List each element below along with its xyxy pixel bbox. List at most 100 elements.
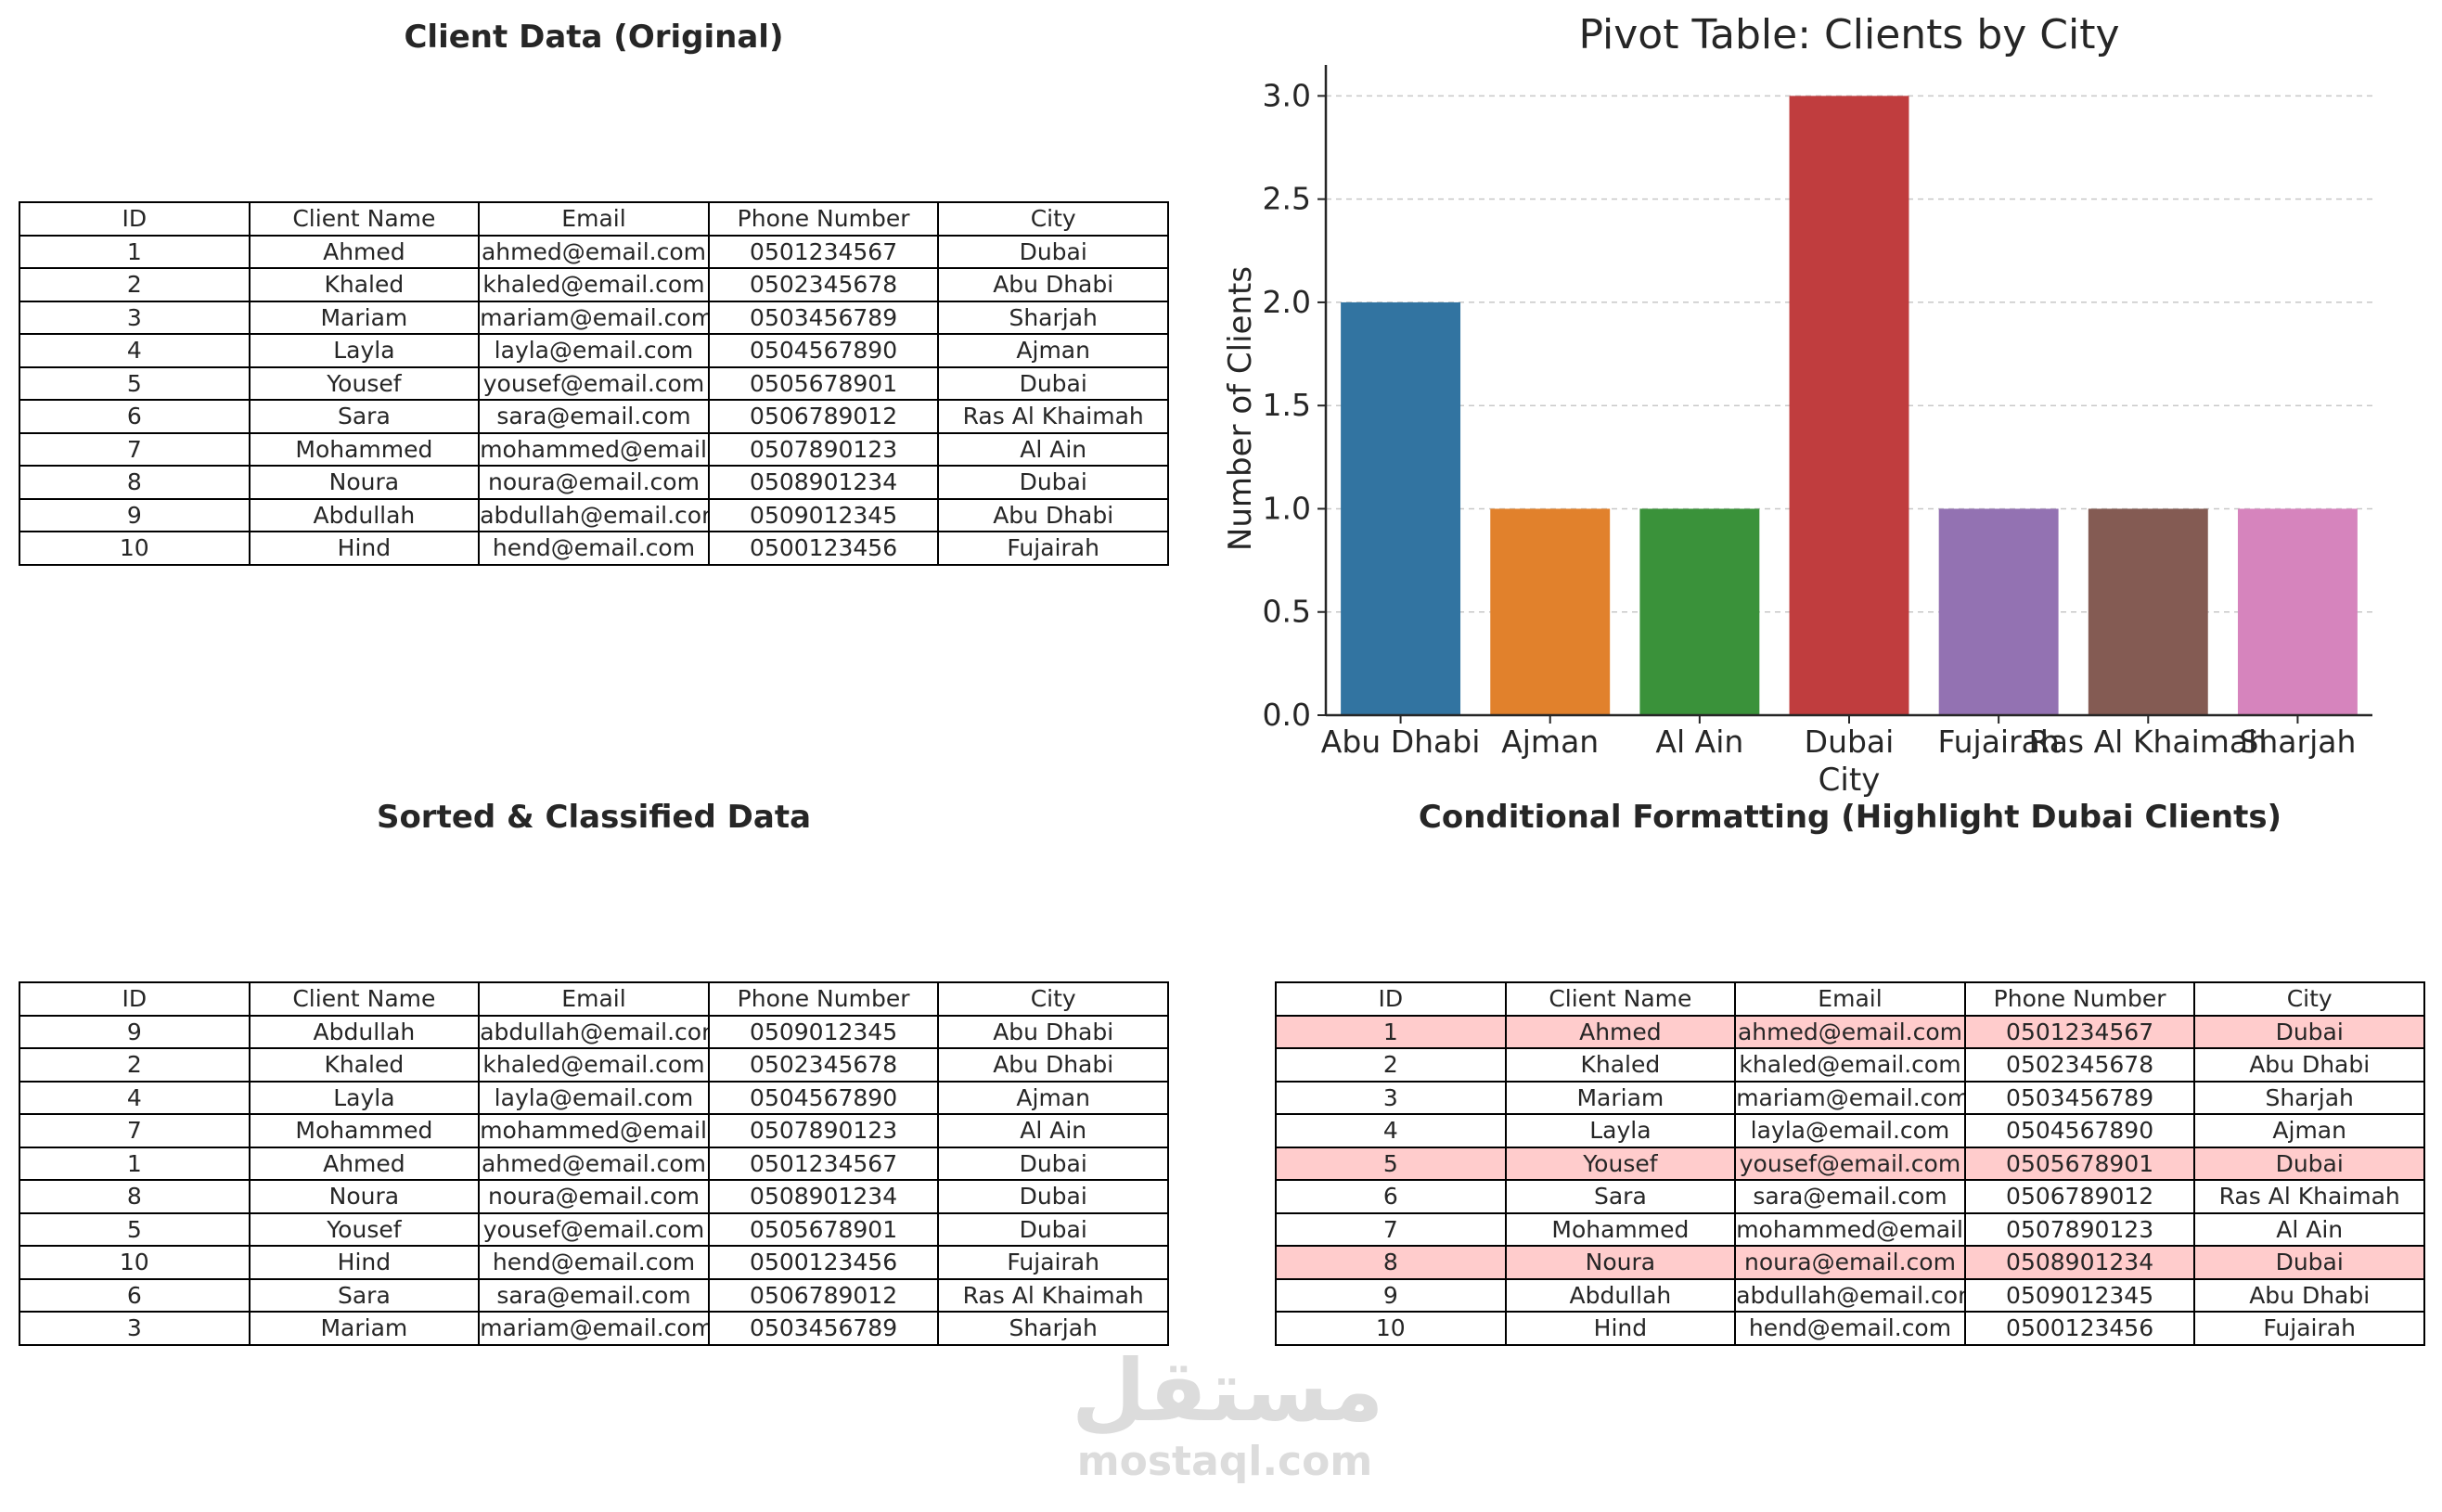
cell-city: Sharjah — [2193, 1080, 2425, 1115]
table-row: 1 Ahmed ahmed@email.com 0501234567 Dubai — [19, 234, 1169, 269]
x-tick-label: Sharjah — [2239, 724, 2356, 760]
x-tick-label: Ajman — [1501, 724, 1599, 760]
cell-email: ahmed@email.com — [478, 1146, 710, 1181]
chart-title: Pivot Table: Clients by City — [1578, 11, 2119, 58]
cell-client-name: Abdullah — [248, 1014, 481, 1049]
cell-id: 7 — [19, 431, 251, 467]
cell-email: noura@email.com — [1734, 1245, 1966, 1280]
column-header-phone: Phone Number — [1963, 981, 2196, 1017]
watermark-logo: مستقل — [1072, 1341, 1384, 1441]
cell-client-name: Khaled — [248, 1047, 481, 1083]
cell-phone: 0502345678 — [707, 1047, 940, 1083]
table-row: 9 Abdullah abdullah@email.com 0509012345 Abu… — [19, 497, 1169, 532]
cell-client-name: Sara — [1504, 1179, 1737, 1214]
cell-id: 4 — [19, 333, 251, 368]
sorted-client-table: ID Client Name Email Phone Number City 9 Abdul… — [19, 981, 1169, 1346]
table-row: 7Mohammedmohammed@email.com0507890123Al … — [19, 431, 1169, 467]
cell-phone: 0503456789 — [707, 300, 940, 335]
cell-phone: 0502345678 — [1963, 1047, 2196, 1083]
column-header-email: Email — [478, 981, 710, 1017]
cell-client-name: Sara — [248, 399, 481, 434]
cell-email: hend@email.com — [1734, 1311, 1966, 1346]
original-table-title: Client Data (Original) — [404, 19, 784, 56]
y-tick-label: 2.5 — [1263, 181, 1311, 217]
table-row: 10 Hind hend@email.com 0500123456 Fujairah — [1275, 1311, 2425, 1346]
original-client-table: ID Client Name Email Phone Number City 1 Ahmed… — [19, 201, 1169, 566]
cell-phone: 0505678901 — [1963, 1146, 2196, 1181]
cell-city: Dubai — [2193, 1146, 2425, 1181]
mostaql-watermark: مستقل mostaql.com — [1072, 1341, 1384, 1486]
cell-email: mariam@email.com — [478, 300, 710, 335]
cell-id: 9 — [19, 497, 251, 532]
cell-email: khaled@email.com — [478, 267, 710, 302]
bar-ras-al-khaimah — [2088, 508, 2208, 715]
cell-id: 4 — [19, 1080, 251, 1115]
cell-client-name: Khaled — [1504, 1047, 1737, 1083]
cell-city: Al Ain — [937, 1113, 1169, 1148]
y-tick-label: 2.0 — [1263, 284, 1311, 320]
cell-email: ahmed@email.com — [1734, 1014, 1966, 1049]
table-row: 10 Hind hend@email.com 0500123456 Fujairah — [19, 531, 1169, 566]
cell-city: Dubai — [937, 1146, 1169, 1181]
cell-id: 9 — [1275, 1277, 1507, 1313]
cell-client-name: Abdullah — [248, 497, 481, 532]
table-row: 4 Layla layla@email.com 0504567890 Ajman — [1275, 1113, 2425, 1148]
conditional-table-title: Conditional Formatting (Highlight Dubai … — [1418, 799, 2282, 836]
cell-id: 10 — [1275, 1311, 1507, 1346]
cell-phone: 0507890123 — [707, 1113, 940, 1148]
cell-id: 2 — [1275, 1047, 1507, 1083]
cell-client-name: Ahmed — [1504, 1014, 1737, 1049]
cell-city: Sharjah — [937, 300, 1169, 335]
cell-email: noura@email.com — [478, 465, 710, 500]
cell-id: 7 — [19, 1113, 251, 1148]
cell-phone: 0500123456 — [707, 1245, 940, 1280]
table-row: 6 Sara sara@email.com 0506789012 Ras Al Khai… — [1275, 1179, 2425, 1214]
table-header-row: ID Client Name Email Phone Number City — [19, 981, 1169, 1017]
cell-email: mariam@email.com — [478, 1311, 710, 1346]
cell-city: Ajman — [2193, 1113, 2425, 1148]
bar-ajman — [1490, 508, 1611, 715]
bar-fujairah — [1938, 508, 2059, 715]
cell-id: 6 — [1275, 1179, 1507, 1214]
cell-city: Abu Dhabi — [2193, 1277, 2425, 1313]
y-tick-label: 0.0 — [1263, 697, 1311, 733]
table-row: 2 Khaled khaled@email.com 0502345678 Abu Dha… — [1275, 1047, 2425, 1083]
cell-city: Ras Al Khaimah — [937, 399, 1169, 434]
y-tick-label: 0.5 — [1263, 594, 1311, 630]
cell-phone: 0501234567 — [1963, 1014, 2196, 1049]
cell-city: Fujairah — [937, 531, 1169, 566]
cell-client-name: Ahmed — [248, 234, 481, 269]
table-row: 3 Mariam mariam@email.com 0503456789 Sharjah — [19, 1311, 1169, 1346]
cell-client-name: Hind — [1504, 1311, 1737, 1346]
table-row: 4 Layla layla@email.com 0504567890 Ajman — [19, 333, 1169, 368]
x-tick-label: Fujairah — [1937, 724, 2059, 760]
cell-email: khaled@email.com — [1734, 1047, 1966, 1083]
table-row: 7Mohammedmohammed@email.com0507890123Al … — [19, 1113, 1169, 1148]
cell-client-name: Mohammed — [248, 431, 481, 467]
cell-id: 8 — [1275, 1245, 1507, 1280]
cell-city: Abu Dhabi — [937, 267, 1169, 302]
cell-client-name: Mariam — [1504, 1080, 1737, 1115]
clients-by-city-chart: 0.0 0.5 1.0 1.5 2.0 2.5 3.0 Abu Dhabi Ajman Al Ai… — [1222, 11, 2372, 799]
cell-id: 8 — [19, 465, 251, 500]
table-row: 9 Abdullah abdullah@email.com 0509012345 Abu… — [1275, 1277, 2425, 1313]
cell-id: 7 — [1275, 1211, 1507, 1247]
cell-city: Fujairah — [2193, 1311, 2425, 1346]
cell-email: layla@email.com — [478, 1080, 710, 1115]
cell-city: Ras Al Khaimah — [937, 1277, 1169, 1313]
cell-client-name: Noura — [1504, 1245, 1737, 1280]
cell-city: Abu Dhabi — [937, 497, 1169, 532]
cell-client-name: Sara — [248, 1277, 481, 1313]
cell-email: noura@email.com — [478, 1179, 710, 1214]
cell-phone: 0506789012 — [707, 1277, 940, 1313]
cell-email: yousef@email.com — [1734, 1146, 1966, 1181]
cell-client-name: Mohammed — [1504, 1211, 1737, 1247]
cell-client-name: Noura — [248, 1179, 481, 1214]
cell-phone: 0504567890 — [707, 333, 940, 368]
cell-email: mohammed@email.com — [1734, 1211, 1966, 1247]
table-row: 3 Mariam mariam@email.com 0503456789 Sharjah — [19, 300, 1169, 335]
cell-email: layla@email.com — [1734, 1113, 1966, 1148]
cell-city: Dubai — [2193, 1014, 2425, 1049]
cell-city: Al Ain — [937, 431, 1169, 467]
table-row: 7Mohammedmohammed@email.com0507890123Al … — [1275, 1211, 2425, 1247]
